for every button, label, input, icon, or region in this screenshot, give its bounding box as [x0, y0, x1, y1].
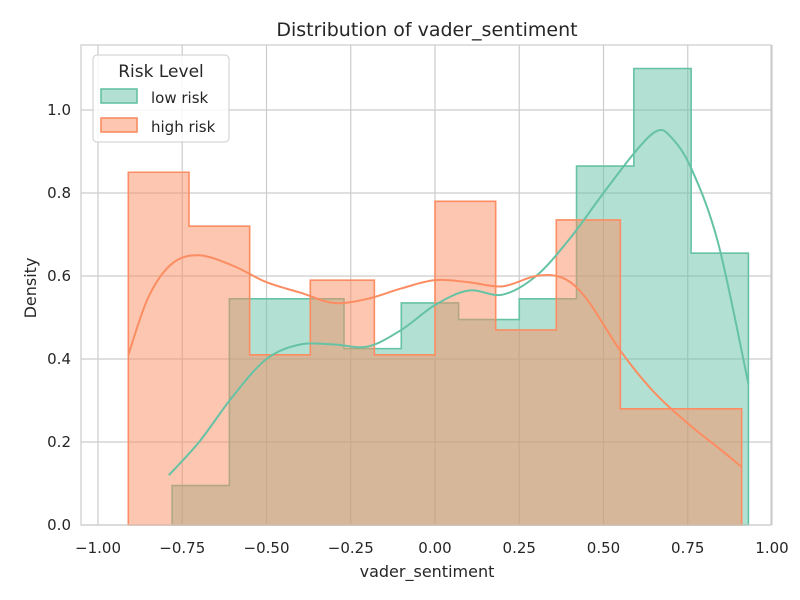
y-tick-label: 0.2: [47, 433, 71, 451]
plot-frame: [80, 44, 772, 526]
kde-line-high-risk: [127, 254, 743, 468]
x-tick-label: 0.50: [587, 539, 620, 557]
x-axis-label: vader_sentiment: [360, 562, 495, 582]
y-tick-label: 0.0: [47, 516, 71, 534]
legend: Risk Level low risk high risk: [92, 54, 230, 143]
legend-label-high-risk: high risk: [151, 118, 216, 136]
x-tick-label: 1.00: [755, 539, 788, 557]
kde-line-low-risk: [168, 128, 750, 476]
y-tick-label: 0.6: [47, 267, 71, 285]
legend-label-low-risk: low risk: [151, 89, 209, 107]
x-tick-label: −0.75: [159, 539, 205, 557]
legend-swatch-low-risk: [100, 88, 138, 104]
y-tick-labels: 0.0 0.2 0.4 0.6 0.8 1.0: [47, 101, 71, 534]
kde-curves: [127, 128, 750, 476]
y-tick-label: 0.8: [47, 184, 71, 202]
legend-title: Risk Level: [118, 62, 204, 82]
histogram-bars-high-risk: [127, 171, 743, 526]
histogram-bars: [127, 67, 750, 526]
y-tick-label: 0.4: [47, 350, 71, 368]
y-axis-label: Density: [21, 258, 40, 319]
x-tick-label: 0.25: [503, 539, 536, 557]
x-tick-label: −0.25: [328, 539, 374, 557]
y-tick-label: 1.0: [47, 101, 71, 119]
x-tick-label: 0.00: [418, 539, 451, 557]
legend-swatch-high-risk: [100, 117, 138, 133]
histogram-high-risk: [127, 171, 743, 526]
x-tick-label: −1.00: [75, 539, 121, 557]
chart-title: Distribution of vader_sentiment: [276, 19, 577, 41]
x-tick-label: 0.75: [671, 539, 704, 557]
x-tick-label: −0.50: [244, 539, 290, 557]
x-tick-labels: −1.00 −0.75 −0.50 −0.25 0.00 0.25 0.50 0.75 1.00: [75, 539, 789, 557]
